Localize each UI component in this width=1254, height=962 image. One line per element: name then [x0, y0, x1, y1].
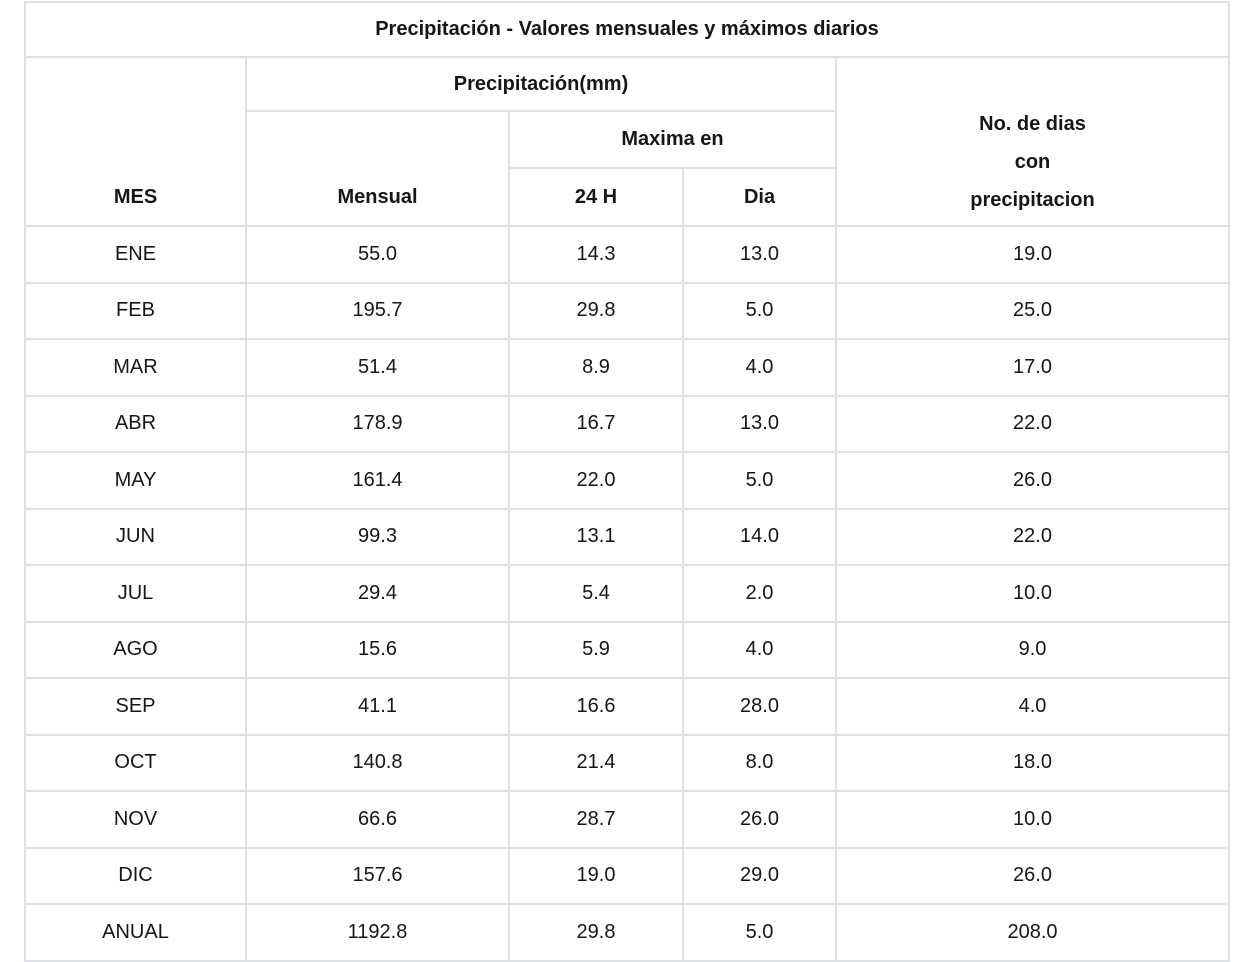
- cell-mensual: 99.3: [245, 507, 510, 566]
- cell-mensual: 29.4: [245, 564, 510, 623]
- cell-max-dia: 4.0: [682, 338, 837, 397]
- cell-mes: JUL: [24, 564, 247, 623]
- cell-dias-precipitacion: 26.0: [835, 846, 1230, 905]
- cell-mes: DIC: [24, 846, 247, 905]
- header-group-row: MES Precipitación(mm) No. de dias con pr…: [24, 56, 1230, 227]
- cell-dias-precipitacion: 10.0: [835, 790, 1230, 849]
- table-row: MAY 161.4 22.0 5.0 26.0: [24, 451, 1230, 510]
- cell-mensual: 161.4: [245, 451, 510, 510]
- header-leaf-row: 24 H Dia: [25, 167, 1229, 227]
- precipitation-table: Precipitación - Valores mensuales y máxi…: [24, 1, 1230, 962]
- cell-max-dia: 4.0: [682, 620, 837, 679]
- cell-dias-precipitacion: 10.0: [835, 564, 1230, 623]
- cell-max-24h: 29.8: [508, 281, 684, 340]
- cell-mensual: 41.1: [245, 677, 510, 736]
- group-header-precipitacion-mm: Precipitación(mm): [245, 56, 837, 112]
- cell-mensual: 66.6: [245, 790, 510, 849]
- cell-dias-precipitacion: 4.0: [835, 677, 1230, 736]
- cell-dias-precipitacion: 9.0: [835, 620, 1230, 679]
- cell-mensual: 195.7: [245, 281, 510, 340]
- cell-max-dia: 2.0: [682, 564, 837, 623]
- cell-mes: ENE: [24, 225, 247, 284]
- table-row: ANUAL 1192.8 29.8 5.0 208.0: [24, 903, 1230, 962]
- cell-max-24h: 19.0: [508, 846, 684, 905]
- cell-mensual: 157.6: [245, 846, 510, 905]
- table-row: JUN 99.3 13.1 14.0 22.0: [24, 507, 1230, 566]
- cell-mensual: 15.6: [245, 620, 510, 679]
- cell-mensual: 55.0: [245, 225, 510, 284]
- cell-max-dia: 26.0: [682, 790, 837, 849]
- table-title-row: Precipitación - Valores mensuales y máxi…: [24, 1, 1230, 58]
- group-header-maxima-en: Maxima en: [508, 110, 837, 169]
- dias-header-line-1: No. de dias: [979, 113, 1086, 135]
- cell-max-dia: 5.0: [682, 281, 837, 340]
- cell-mensual: 140.8: [245, 733, 510, 792]
- cell-max-dia: 13.0: [682, 225, 837, 284]
- table-row: NOV 66.6 28.7 26.0 10.0: [24, 790, 1230, 849]
- cell-mes: ABR: [24, 394, 247, 453]
- dias-header-line-3: precipitacion: [970, 189, 1095, 211]
- table-row: ABR 178.9 16.7 13.0 22.0: [24, 394, 1230, 453]
- table-row: MAR 51.4 8.9 4.0 17.0: [24, 338, 1230, 397]
- cell-mes: MAY: [24, 451, 247, 510]
- cell-max-dia: 5.0: [682, 451, 837, 510]
- cell-mes: SEP: [24, 677, 247, 736]
- cell-max-24h: 14.3: [508, 225, 684, 284]
- table-row: FEB 195.7 29.8 5.0 25.0: [24, 281, 1230, 340]
- table-row: DIC 157.6 19.0 29.0 26.0: [24, 846, 1230, 905]
- cell-mensual: 1192.8: [245, 903, 510, 962]
- cell-max-24h: 16.6: [508, 677, 684, 736]
- cell-max-24h: 29.8: [508, 903, 684, 962]
- cell-max-dia: 8.0: [682, 733, 837, 792]
- cell-max-24h: 28.7: [508, 790, 684, 849]
- cell-dias-precipitacion: 22.0: [835, 394, 1230, 453]
- cell-max-dia: 28.0: [682, 677, 837, 736]
- cell-dias-precipitacion: 19.0: [835, 225, 1230, 284]
- cell-mes: FEB: [24, 281, 247, 340]
- cell-dias-precipitacion: 22.0: [835, 507, 1230, 566]
- table-row: JUL 29.4 5.4 2.0 10.0: [24, 564, 1230, 623]
- cell-dias-precipitacion: 208.0: [835, 903, 1230, 962]
- cell-max-24h: 8.9: [508, 338, 684, 397]
- cell-max-dia: 5.0: [682, 903, 837, 962]
- table-title: Precipitación - Valores mensuales y máxi…: [24, 1, 1230, 58]
- cell-dias-precipitacion: 18.0: [835, 733, 1230, 792]
- table-row: ENE 55.0 14.3 13.0 19.0: [24, 225, 1230, 284]
- cell-max-24h: 22.0: [508, 451, 684, 510]
- cell-mes: NOV: [24, 790, 247, 849]
- cell-max-24h: 5.9: [508, 620, 684, 679]
- cell-max-24h: 21.4: [508, 733, 684, 792]
- cell-max-24h: 5.4: [508, 564, 684, 623]
- cell-mensual: 178.9: [245, 394, 510, 453]
- cell-dias-precipitacion: 17.0: [835, 338, 1230, 397]
- table-body: ENE 55.0 14.3 13.0 19.0 FEB 195.7 29.8 5.0 25.0 MA…: [24, 225, 1230, 962]
- table-row: AGO 15.6 5.9 4.0 9.0: [24, 620, 1230, 679]
- cell-max-24h: 16.7: [508, 394, 684, 453]
- cell-dias-precipitacion: 26.0: [835, 451, 1230, 510]
- cell-mes: ANUAL: [24, 903, 247, 962]
- col-header-24h: 24 H: [508, 167, 684, 227]
- table-row: OCT 140.8 21.4 8.0 18.0: [24, 733, 1230, 792]
- cell-mes: MAR: [24, 338, 247, 397]
- cell-max-dia: 14.0: [682, 507, 837, 566]
- col-header-mes: MES: [24, 56, 247, 227]
- table-header: Precipitación - Valores mensuales y máxi…: [24, 1, 1230, 227]
- dias-header-line-2: con: [1014, 151, 1051, 173]
- cell-max-dia: 29.0: [682, 846, 837, 905]
- cell-mes: JUN: [24, 507, 247, 566]
- cell-mes: AGO: [24, 620, 247, 679]
- cell-mes: OCT: [24, 733, 247, 792]
- header-maxima-row: Mensual Maxima en: [25, 110, 1229, 227]
- cell-dias-precipitacion: 25.0: [835, 281, 1230, 340]
- cell-mensual: 51.4: [245, 338, 510, 397]
- col-header-dia: Dia: [682, 167, 837, 227]
- col-header-dias-con-precipitacion: No. de dias con precipitacion: [835, 56, 1230, 227]
- table-row: SEP 41.1 16.6 28.0 4.0: [24, 677, 1230, 736]
- col-header-mensual: Mensual: [245, 110, 510, 227]
- cell-max-24h: 13.1: [508, 507, 684, 566]
- cell-max-dia: 13.0: [682, 394, 837, 453]
